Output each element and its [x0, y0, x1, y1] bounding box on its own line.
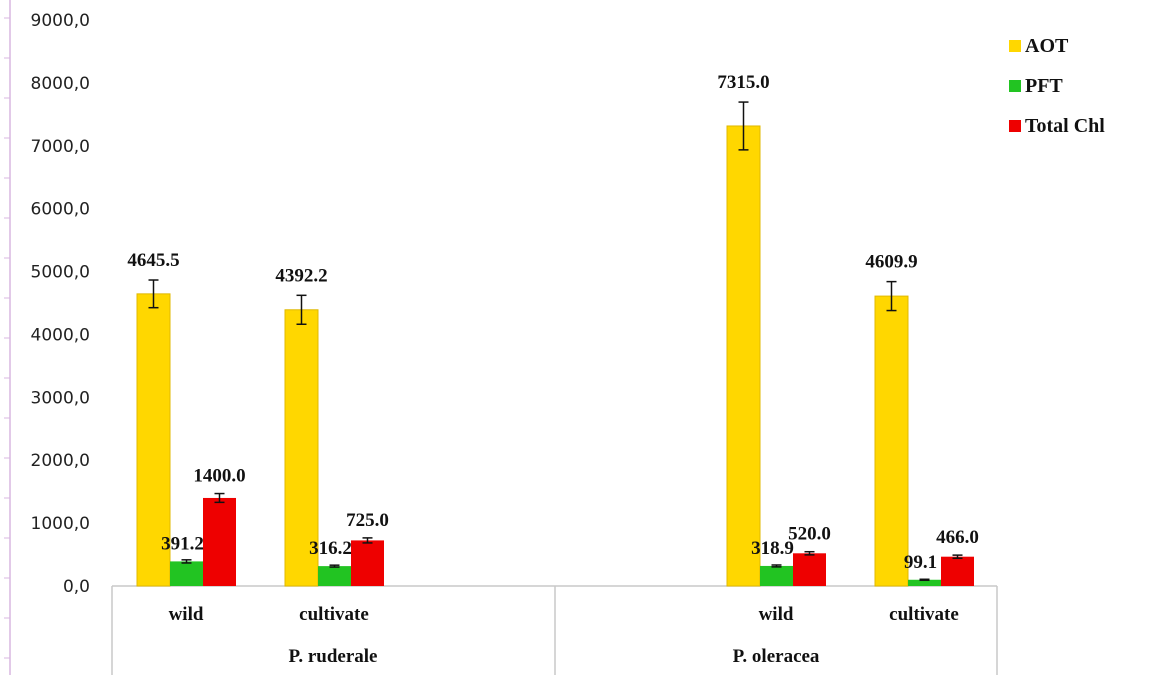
error-bars	[148, 101, 963, 582]
bar-total-chl	[941, 556, 974, 586]
data-label: 1400.0	[193, 466, 245, 487]
y-tick-label: 6000,0	[31, 200, 90, 220]
data-label: 316.2	[309, 538, 352, 559]
bar-pft	[760, 565, 793, 586]
y-axis-tick-labels: 0,0 1000,0 2000,0 3000,0 4000,0 5000,0 6000,0 7…	[31, 11, 90, 597]
data-label: 725.0	[346, 510, 389, 531]
category-label: wild	[759, 604, 794, 625]
data-label: 466.0	[936, 527, 979, 548]
legend-swatch	[1009, 80, 1021, 92]
y-tick-label: 4000,0	[31, 325, 90, 345]
group-label: P. ruderale	[288, 646, 377, 667]
data-label: 318.9	[751, 538, 794, 559]
y-tick-label: 7000,0	[31, 137, 90, 157]
bar-pft	[908, 579, 941, 586]
category-label: wild	[169, 604, 204, 625]
legend-label: PFT	[1025, 75, 1063, 97]
y-tick-label: 0,0	[63, 577, 90, 597]
group-label: P. oleracea	[733, 646, 820, 667]
bar-total-chl	[351, 540, 384, 586]
bar-aot	[726, 125, 761, 587]
bars	[136, 125, 974, 587]
legend-swatch	[1009, 40, 1021, 52]
legend-label: AOT	[1025, 35, 1069, 57]
data-label: 4392.2	[275, 265, 327, 286]
bar-aot	[284, 309, 319, 587]
axis-lines	[111, 585, 998, 675]
y-tick-label: 9000,0	[31, 11, 90, 31]
y-tick-label: 2000,0	[31, 451, 90, 471]
data-label: 4645.5	[127, 250, 179, 271]
legend-swatch	[1009, 120, 1021, 132]
category-label: cultivate	[299, 604, 369, 625]
y-tick-label: 1000,0	[31, 514, 90, 534]
data-label: 4609.9	[865, 252, 917, 273]
bar-pft	[170, 561, 203, 586]
bar-pft	[318, 566, 351, 586]
bar-total-chl	[203, 497, 236, 586]
legend-label: Total Chl	[1025, 115, 1105, 137]
bar-aot	[874, 295, 909, 587]
y-tick-label: 3000,0	[31, 388, 90, 408]
data-label: 391.2	[161, 533, 204, 554]
y-tick-label: 5000,0	[31, 263, 90, 283]
data-label: 7315.0	[717, 72, 769, 93]
bar-aot	[136, 293, 171, 587]
bar-total-chl	[793, 553, 826, 586]
data-labels: 4645.5 4392.2 7315.0 4609.9 391.2 316.2 318.9 9…	[127, 72, 979, 573]
data-label: 520.0	[788, 524, 831, 545]
category-label: cultivate	[889, 604, 959, 625]
legend: AOT PFT Total Chl	[1009, 35, 1105, 137]
data-label: 99.1	[904, 552, 937, 573]
y-tick-label: 8000,0	[31, 74, 90, 94]
left-edge-ticks	[4, 0, 11, 675]
category-labels: wild cultivate P. ruderale wild cultivate P. …	[169, 604, 959, 667]
